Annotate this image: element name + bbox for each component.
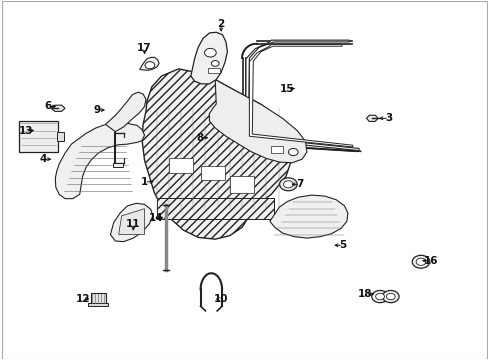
Polygon shape: [209, 80, 306, 163]
Polygon shape: [88, 303, 108, 306]
Polygon shape: [110, 203, 153, 242]
Text: 13: 13: [19, 126, 33, 135]
Circle shape: [211, 60, 219, 66]
Text: 8: 8: [196, 133, 203, 143]
Text: 11: 11: [126, 219, 140, 229]
Polygon shape: [200, 166, 224, 180]
Polygon shape: [157, 198, 273, 220]
Text: 3: 3: [385, 113, 392, 123]
Circle shape: [375, 293, 384, 300]
Polygon shape: [249, 44, 352, 147]
Polygon shape: [105, 92, 146, 132]
Text: 15: 15: [280, 84, 294, 94]
Polygon shape: [57, 132, 64, 141]
Text: 5: 5: [339, 240, 346, 250]
Polygon shape: [366, 115, 377, 121]
Circle shape: [415, 258, 425, 265]
Polygon shape: [229, 176, 254, 193]
Text: 12: 12: [75, 294, 90, 304]
Circle shape: [283, 181, 293, 188]
Text: 14: 14: [148, 213, 163, 222]
Text: 4: 4: [40, 154, 47, 164]
Text: 16: 16: [423, 256, 437, 266]
Polygon shape: [113, 163, 122, 167]
Text: 7: 7: [295, 179, 303, 189]
Polygon shape: [207, 68, 220, 73]
Polygon shape: [269, 195, 347, 238]
Polygon shape: [140, 57, 159, 70]
Text: 2: 2: [217, 19, 224, 29]
Polygon shape: [271, 146, 282, 153]
Circle shape: [386, 293, 394, 300]
Text: 6: 6: [45, 102, 52, 112]
Text: 18: 18: [357, 289, 372, 299]
Circle shape: [371, 291, 387, 303]
Polygon shape: [91, 293, 105, 304]
Polygon shape: [190, 32, 227, 84]
Polygon shape: [51, 105, 65, 111]
Polygon shape: [55, 123, 144, 199]
Polygon shape: [245, 40, 358, 150]
Circle shape: [145, 62, 155, 69]
Circle shape: [288, 148, 298, 156]
Circle shape: [411, 255, 429, 268]
Text: 1: 1: [141, 177, 148, 187]
Text: 9: 9: [94, 105, 101, 115]
Circle shape: [382, 291, 398, 303]
Polygon shape: [19, 121, 58, 152]
Text: 10: 10: [213, 294, 228, 304]
Polygon shape: [168, 158, 193, 173]
Polygon shape: [119, 209, 144, 234]
Circle shape: [279, 178, 297, 191]
Text: 17: 17: [137, 43, 152, 53]
Circle shape: [204, 48, 216, 57]
Polygon shape: [142, 69, 293, 239]
